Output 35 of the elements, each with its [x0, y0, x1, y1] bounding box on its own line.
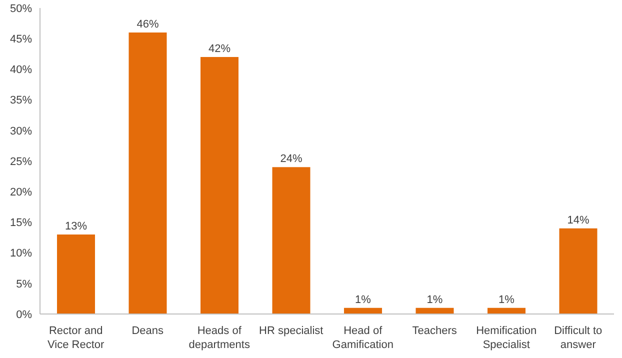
- bar: [200, 56, 238, 314]
- y-tick-label: 15%: [10, 217, 32, 230]
- data-label: 46%: [136, 18, 159, 30]
- y-tick-label: 0%: [16, 308, 32, 321]
- y-tick-label: 10%: [10, 248, 32, 260]
- y-tick-label: 45%: [10, 34, 32, 46]
- bar: [57, 234, 95, 314]
- x-tick-label: HR specialist: [259, 325, 324, 337]
- y-tick-label: 5%: [16, 278, 32, 290]
- bar: [559, 228, 598, 314]
- x-tick-label: Head of Gamification: [332, 325, 394, 351]
- data-label: 24%: [280, 153, 302, 166]
- bar: [272, 167, 310, 314]
- data-label: 1%: [498, 294, 515, 306]
- x-tick-label: Rector and Vice Rector: [48, 325, 105, 351]
- data-label: 14%: [567, 214, 590, 226]
- y-tick-label: 35%: [10, 94, 32, 107]
- y-tick-label: 25%: [10, 156, 32, 168]
- bar: [344, 308, 382, 314]
- data-label: 1%: [426, 294, 443, 306]
- x-tick-label: Hemification Specialist: [476, 325, 537, 351]
- data-label: 13%: [64, 220, 88, 232]
- data-label: 42%: [208, 42, 231, 55]
- x-tick-label: Deans: [132, 325, 164, 337]
- bar: [488, 308, 526, 314]
- x-tick-label: Difficult to answer: [554, 325, 602, 351]
- y-tick-label: 20%: [10, 186, 32, 199]
- y-tick-label: 50%: [10, 2, 32, 15]
- bar: [128, 32, 167, 314]
- y-tick-label: 30%: [10, 125, 32, 138]
- data-label: 1%: [355, 294, 372, 306]
- y-tick-label: 40%: [10, 64, 32, 76]
- bar: [416, 308, 454, 314]
- x-tick-label: Teachers: [412, 325, 458, 337]
- x-tick-label: Heads of departments: [188, 325, 250, 351]
